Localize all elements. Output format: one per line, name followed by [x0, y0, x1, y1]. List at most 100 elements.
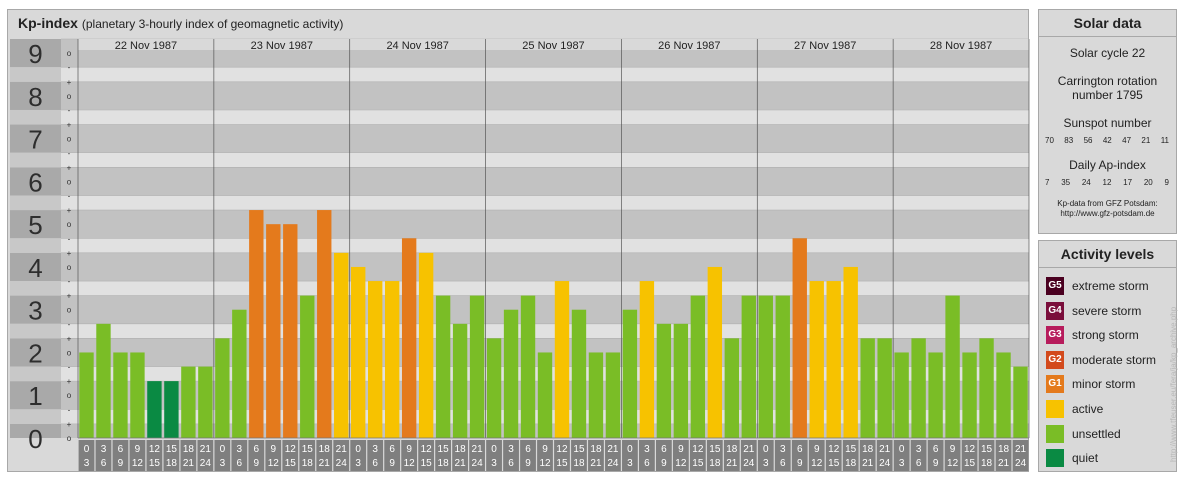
kp-band-6 — [61, 167, 1029, 196]
kp-bar-44 — [809, 281, 824, 438]
hour-end-29: 15 — [556, 458, 568, 469]
hour-start-19: 6 — [389, 444, 395, 455]
hour-cell-28 — [537, 440, 553, 471]
hour-start-40: 21 — [743, 444, 755, 455]
hour-cell-5 — [146, 440, 163, 471]
hour-end-1: 3 — [84, 458, 90, 469]
hour-cell-17 — [350, 440, 367, 471]
y-tick-label-6: 6 — [28, 167, 42, 197]
hour-end-28: 12 — [539, 458, 551, 469]
hour-start-54: 15 — [981, 444, 993, 455]
kp-bar-20 — [401, 238, 417, 438]
hour-end-10: 6 — [237, 458, 243, 469]
minor-tick-4-2: - — [68, 277, 71, 286]
kp-bar-34 — [639, 281, 655, 438]
kp-bar-24 — [469, 295, 485, 438]
hour-end-39: 21 — [726, 458, 738, 469]
hour-start-22: 15 — [438, 444, 450, 455]
kp-band-3 — [61, 295, 1029, 324]
source-link[interactable]: http://www.gfz-potsdam.de — [1060, 209, 1155, 218]
level-label: active — [1072, 401, 1104, 416]
hour-start-5: 12 — [149, 444, 161, 455]
hour-start-9: 0 — [220, 444, 226, 455]
hour-end-54: 18 — [981, 458, 993, 469]
hour-cell-12 — [265, 440, 282, 471]
hour-end-33: 3 — [627, 458, 633, 469]
hour-cell-33 — [622, 440, 638, 471]
sunspot-number-2: 83 — [1064, 136, 1074, 145]
kp-bar-31 — [588, 352, 604, 438]
hour-start-25: 0 — [491, 444, 497, 455]
hour-cell-51 — [927, 440, 944, 471]
minor-tick-5-0: + — [67, 206, 72, 215]
hour-end-19: 9 — [389, 458, 395, 469]
level-swatch: G4 — [1046, 301, 1064, 320]
kp-bar-8 — [198, 366, 213, 438]
minor-tick-2-0: + — [67, 334, 72, 343]
kp-bar-1 — [79, 352, 94, 438]
hour-cell-52 — [944, 440, 961, 471]
kp-bar-55 — [996, 352, 1011, 438]
kp-bar-53 — [962, 352, 977, 438]
kp-bar-54 — [979, 338, 994, 438]
activity-level-severe-storm: G4 severe storm — [1046, 301, 1176, 320]
level-label: unsettled — [1072, 426, 1121, 441]
y-gap-4 — [10, 238, 61, 253]
minor-tick-1-2: - — [68, 405, 71, 414]
y-band-0 — [10, 423, 61, 438]
y-tick-label-4: 4 — [28, 253, 42, 283]
kp-gap-8 — [61, 67, 1029, 82]
day-label-2: 23 Nov 1987 — [251, 40, 313, 52]
kp-bar-2 — [96, 323, 111, 438]
hour-cell-16 — [333, 440, 350, 471]
hour-start-12: 9 — [271, 444, 277, 455]
hour-cell-8 — [197, 440, 214, 471]
hour-end-41: 3 — [763, 458, 769, 469]
hour-end-6: 18 — [166, 458, 178, 469]
minor-tick-3-0: + — [67, 292, 72, 301]
kp-band-5 — [61, 210, 1029, 239]
level-label: severe storm — [1072, 303, 1142, 318]
hour-start-43: 6 — [797, 444, 803, 455]
y-tick-label-1: 1 — [28, 381, 42, 411]
kp-bar-28 — [537, 352, 553, 438]
hour-start-1: 0 — [84, 444, 90, 455]
y-gap-5 — [10, 195, 61, 211]
hour-start-36: 9 — [678, 444, 684, 455]
hour-end-31: 21 — [590, 458, 602, 469]
solar-data-panel: Solar data Solar cycle 22 Carrington rot… — [1038, 9, 1177, 234]
hour-start-50: 3 — [916, 444, 922, 455]
level-swatch: G3 — [1046, 326, 1064, 345]
hour-start-18: 3 — [372, 444, 378, 455]
ap-value-4: 12 — [1102, 178, 1112, 187]
hour-cell-35 — [655, 440, 672, 471]
kp-bar-6 — [164, 381, 179, 438]
minor-tick-2-1: o — [67, 348, 72, 357]
hour-end-27: 9 — [525, 458, 531, 469]
hour-start-23: 18 — [455, 444, 467, 455]
hour-cell-24 — [469, 440, 485, 471]
minor-tick-6-0: + — [67, 163, 72, 172]
hour-end-7: 21 — [183, 458, 195, 469]
level-swatch — [1046, 399, 1064, 418]
hour-end-47: 21 — [862, 458, 874, 469]
minor-tick-1-0: + — [67, 377, 72, 386]
hour-start-21: 12 — [421, 444, 433, 455]
hour-end-48: 24 — [879, 458, 891, 469]
hour-cell-36 — [672, 440, 689, 471]
hour-end-15: 21 — [319, 458, 331, 469]
kp-bar-42 — [775, 295, 790, 438]
hour-start-4: 9 — [135, 444, 141, 455]
hour-end-5: 15 — [149, 458, 161, 469]
sunspot-number-3: 56 — [1083, 136, 1093, 145]
kp-bar-46 — [843, 266, 858, 438]
hour-cell-53 — [961, 440, 978, 471]
solar-data-title: Solar data — [1039, 10, 1176, 37]
hour-start-6: 15 — [166, 444, 178, 455]
y-band-5 — [10, 210, 61, 239]
level-label: moderate storm — [1072, 352, 1157, 367]
y-band-7 — [10, 124, 61, 153]
hour-end-14: 18 — [302, 458, 314, 469]
hour-cell-40 — [740, 440, 757, 471]
hour-start-44: 9 — [814, 444, 820, 455]
